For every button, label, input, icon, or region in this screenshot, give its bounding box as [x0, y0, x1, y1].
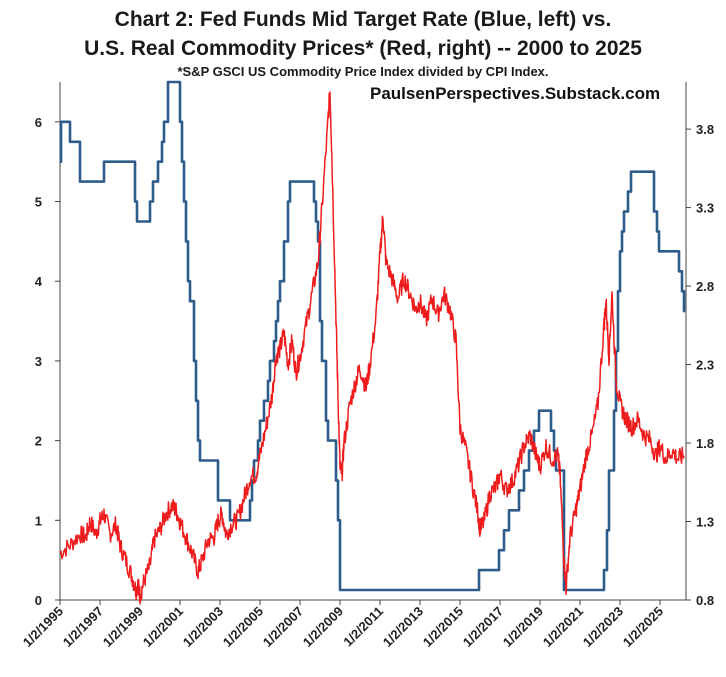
- x-tick-label: 1/2/1999: [100, 604, 146, 650]
- x-tick-label: 1/2/2019: [500, 604, 546, 650]
- y-left-tick-label: 5: [35, 195, 42, 210]
- x-tick-label: 1/2/2025: [620, 604, 666, 650]
- y-right-tick-label: 1.3: [696, 515, 714, 530]
- x-tick-label: 1/2/2005: [220, 604, 266, 650]
- y-left-tick-label: 4: [35, 274, 43, 289]
- y-right-tick-label: 1.8: [696, 436, 714, 451]
- y-left-tick-label: 1: [35, 513, 42, 528]
- y-right-tick-label: 2.3: [696, 358, 714, 373]
- x-tick-label: 1/2/2003: [180, 604, 226, 650]
- x-tick-label: 1/2/2023: [580, 604, 626, 650]
- y-left-tick-label: 0: [35, 593, 42, 608]
- x-tick-label: 1/2/1995: [20, 604, 66, 650]
- x-tick-label: 1/2/2013: [380, 604, 426, 650]
- y-right-tick-label: 3.8: [696, 122, 714, 137]
- source-credit: PaulsenPerspectives.Substack.com: [370, 84, 661, 103]
- x-tick-label: 1/2/2011: [340, 604, 386, 650]
- y-left-tick-label: 3: [35, 354, 42, 369]
- chart-footnote: *S&P GSCI US Commodity Price Index divid…: [177, 64, 549, 79]
- chart-title: Chart 2: Fed Funds Mid Target Rate (Blue…: [114, 8, 612, 31]
- x-tick-label: 1/2/2021: [540, 604, 586, 650]
- y-left-tick-label: 2: [35, 434, 42, 449]
- y-right-tick-label: 2.8: [696, 279, 714, 294]
- x-tick-label: 1/2/2001: [140, 604, 186, 650]
- x-tick-label: 1/2/2007: [260, 604, 306, 650]
- y-right-tick-label: 0.8: [696, 593, 714, 608]
- y-left-tick-label: 6: [35, 115, 42, 130]
- real-commodity-line: [59, 91, 685, 604]
- x-tick-label: 1/2/2015: [420, 604, 466, 650]
- x-tick-label: 1/2/2009: [300, 604, 346, 650]
- x-tick-label: 1/2/1997: [60, 604, 106, 650]
- x-tick-label: 1/2/2017: [460, 604, 506, 650]
- y-right-tick-label: 3.3: [696, 201, 714, 216]
- chart-subtitle: U.S. Real Commodity Prices* (Red, right)…: [84, 37, 642, 60]
- fed-funds-line: [59, 80, 686, 592]
